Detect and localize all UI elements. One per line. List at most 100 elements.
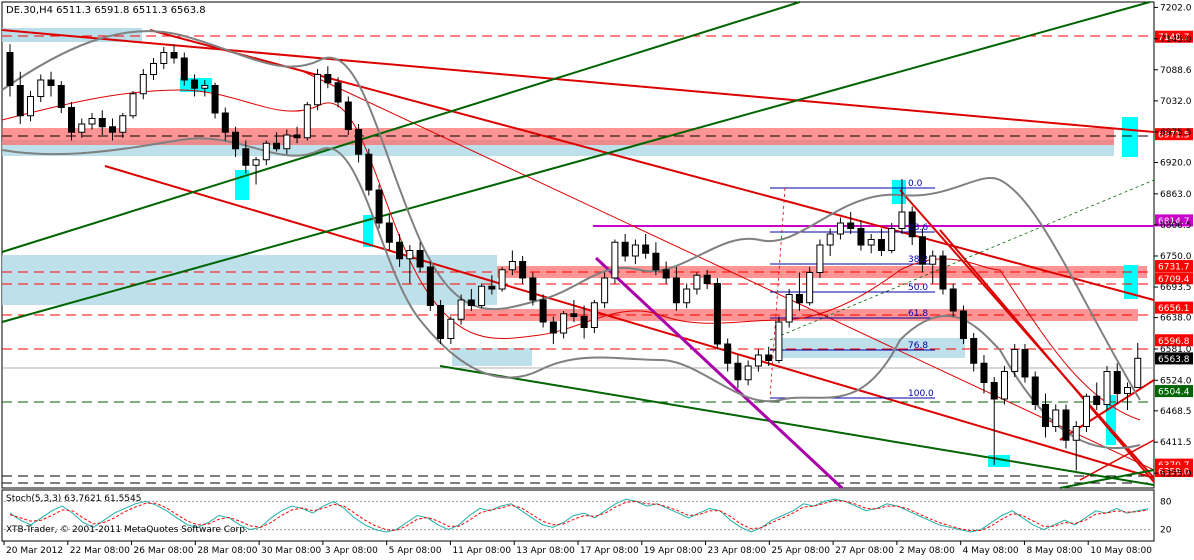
bear-candle: [703, 274, 711, 284]
support-zone: [775, 338, 965, 358]
bear-candle: [232, 131, 240, 150]
stoch-signal-line: [9, 499, 1149, 532]
bear-candle: [918, 236, 926, 265]
bear-candle: [170, 52, 178, 59]
bear-candle: [847, 222, 855, 229]
bull-candle: [785, 294, 793, 323]
copyright: XTB-Trader, © 2001-2011 MetaQuotes Softw…: [6, 525, 248, 535]
price-level-label: 6709.4: [1158, 275, 1190, 285]
price-tick-label: 6693.5: [1160, 283, 1192, 293]
bear-candle: [344, 101, 352, 130]
bull-candle: [898, 211, 906, 229]
bear-candle: [857, 228, 865, 246]
time-tick-label: 26 Mar 08:00: [134, 546, 194, 556]
price-level-tag: [1155, 385, 1193, 398]
bear-candle: [467, 299, 475, 306]
bull-candle: [560, 313, 568, 334]
stoch-axis: 80 20: [1160, 497, 1172, 535]
bear-candle: [57, 85, 65, 108]
bear-candle: [570, 313, 578, 317]
bear-candle: [672, 277, 680, 304]
bull-candle: [37, 79, 45, 97]
bull-candle: [1072, 426, 1080, 441]
time-tick-label: 5 Apr 08:00: [389, 546, 442, 556]
bear-candle: [1062, 409, 1070, 441]
bull-candle: [1082, 395, 1090, 427]
bear-candle: [877, 239, 885, 251]
bear-candle: [437, 305, 445, 339]
resistance-zone: [2, 128, 1114, 145]
price-level-tag: [1155, 128, 1193, 141]
time-tick-label: 30 Mar 08:00: [261, 546, 321, 556]
price-axis: 7202.0 7145.0 7088.6 7032.0 6975.5 6920.0 6863…: [1154, 3, 1192, 479]
time-tick-label: 11 Apr 08:00: [452, 546, 511, 556]
bear-candle: [713, 283, 721, 345]
stochastic-series: [4, 498, 1152, 533]
drawn-objects: [1, 1, 1155, 490]
price-level-label: 6656.1: [1158, 304, 1190, 314]
bull-candle: [744, 365, 752, 381]
bear-candle: [652, 252, 660, 271]
bear-candle: [621, 241, 629, 257]
bear-candle: [68, 107, 76, 133]
time-tick-label: 2 May 08:00: [899, 546, 955, 556]
fib-level-label: 38.2: [908, 255, 928, 265]
bull-candle: [1103, 371, 1111, 405]
bear-candle: [580, 316, 588, 328]
time-tick-label: 4 May 08:00: [963, 546, 1019, 556]
price-tick-label: 6411.5: [1160, 438, 1192, 448]
time-tick-label: 13 Apr 08:00: [516, 546, 575, 556]
price-tick-label: 7032.0: [1160, 97, 1192, 107]
bull-candle: [590, 302, 598, 328]
bear-candle: [16, 85, 24, 117]
bull-candle: [867, 239, 875, 246]
bear-candle: [519, 261, 527, 279]
bull-candle: [160, 52, 168, 64]
price-level-label: 6563.8: [1158, 355, 1190, 365]
price-level-label: 6814.7: [1158, 217, 1190, 227]
bull-candle: [836, 222, 844, 235]
bear-candle: [273, 142, 281, 150]
bull-candle: [754, 354, 762, 367]
bull-candle: [1011, 349, 1019, 372]
bull-candle: [508, 261, 516, 271]
bull-candle: [611, 241, 619, 279]
price-tick-label: 6920.0: [1160, 159, 1192, 169]
fib-level-label: 23.6: [908, 223, 928, 233]
time-tick-label: 17 Apr 08:00: [580, 546, 639, 556]
marker: [1122, 117, 1138, 157]
price-level-label: 6504.4: [1158, 388, 1190, 398]
bull-candle: [693, 274, 701, 290]
stoch-tick-label: 80: [1160, 497, 1172, 507]
bear-candle: [365, 153, 373, 191]
price-tick-label: 6524.0: [1160, 376, 1192, 386]
bull-candle: [283, 134, 291, 150]
bull-candle: [929, 255, 937, 265]
price-level-label: 6596.8: [1158, 337, 1190, 347]
time-tick-label: 19 Apr 08:00: [644, 546, 703, 556]
time-tick-label: 28 Mar 08:00: [197, 546, 257, 556]
bull-candle: [78, 123, 86, 133]
price-level-tag: [1155, 214, 1193, 227]
main-chart-frame: [1, 1, 1155, 489]
bear-candle: [959, 310, 967, 339]
candlestick-series: [6, 44, 1142, 471]
bear-candle: [1093, 395, 1101, 405]
price-level-label: 6971.5: [1158, 131, 1190, 141]
bull-candle: [1000, 371, 1008, 400]
price-tick-label: 6863.0: [1160, 190, 1192, 200]
price-tick-label: 6806.5: [1160, 221, 1192, 231]
bear-candle: [529, 277, 537, 301]
price-level-tag: [1155, 334, 1193, 347]
fibonacci-labels: 0.0 23.6 38.2 50.0 61.8 76.8 100.0: [908, 179, 934, 399]
bollinger-bands: [1, 30, 1141, 450]
time-tick-label: 20 Mar 2012: [6, 546, 63, 556]
bear-candle: [990, 382, 998, 400]
stoch-title: Stoch(5,3,3) 63.7621 61.5545: [6, 494, 141, 504]
resistance-zone: [458, 309, 1138, 321]
fib-level-label: 76.8: [908, 341, 928, 351]
fib-level-label: 50.0: [908, 283, 928, 293]
fib-level-label: 61.8: [908, 309, 928, 319]
